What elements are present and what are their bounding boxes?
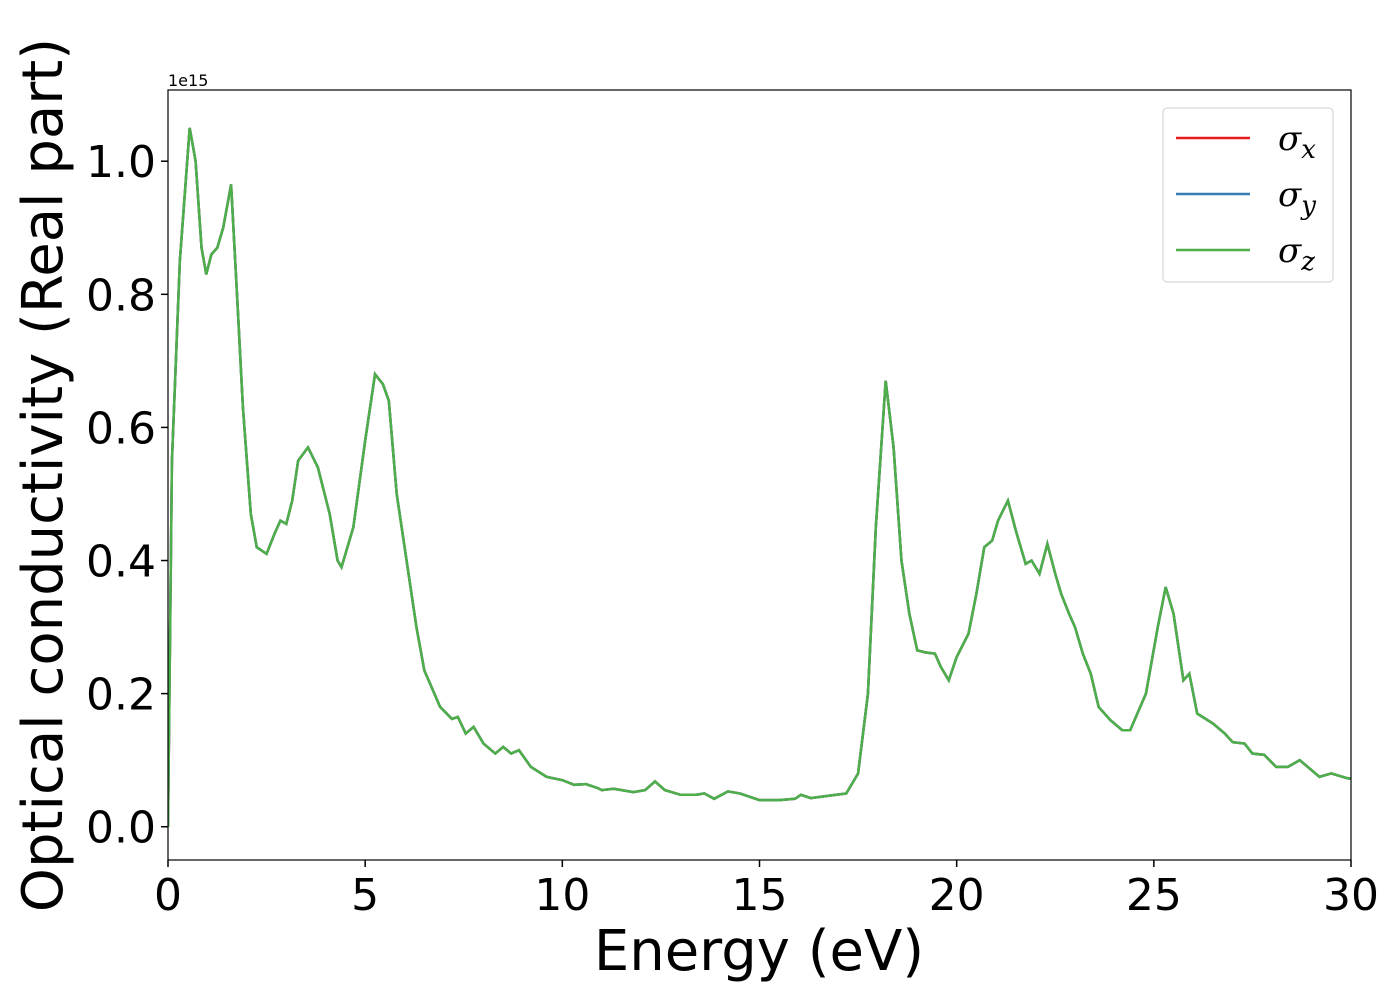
x-tick-label: 0 [154,870,182,921]
y-tick-label: 0.2 [86,670,156,721]
x-tick-label: 5 [351,870,379,921]
y-tick-label: 0.8 [86,270,156,321]
y-axis-label: Optical conductivity (Real part) [11,38,76,912]
y-tick-label: 0.4 [86,537,156,588]
x-axis-label: Energy (eV) [594,919,924,984]
series-line [168,127,1351,827]
x-tick-label: 20 [929,870,985,921]
x-tick-label: 25 [1126,870,1182,921]
x-tick-label: 15 [732,870,788,921]
y-tick-label: 0.0 [86,803,156,854]
plot-frame [167,89,1352,861]
legend-label: σz [1278,231,1315,277]
y-tick-label: 0.6 [86,403,156,454]
y-tick-label: 1.0 [86,137,156,188]
x-tick-label: 10 [534,870,590,921]
y-offset-label: 1e15 [168,71,208,90]
legend-label: σy [1278,175,1316,221]
x-tick-label: 30 [1323,870,1379,921]
legend-label: σx [1278,119,1316,165]
